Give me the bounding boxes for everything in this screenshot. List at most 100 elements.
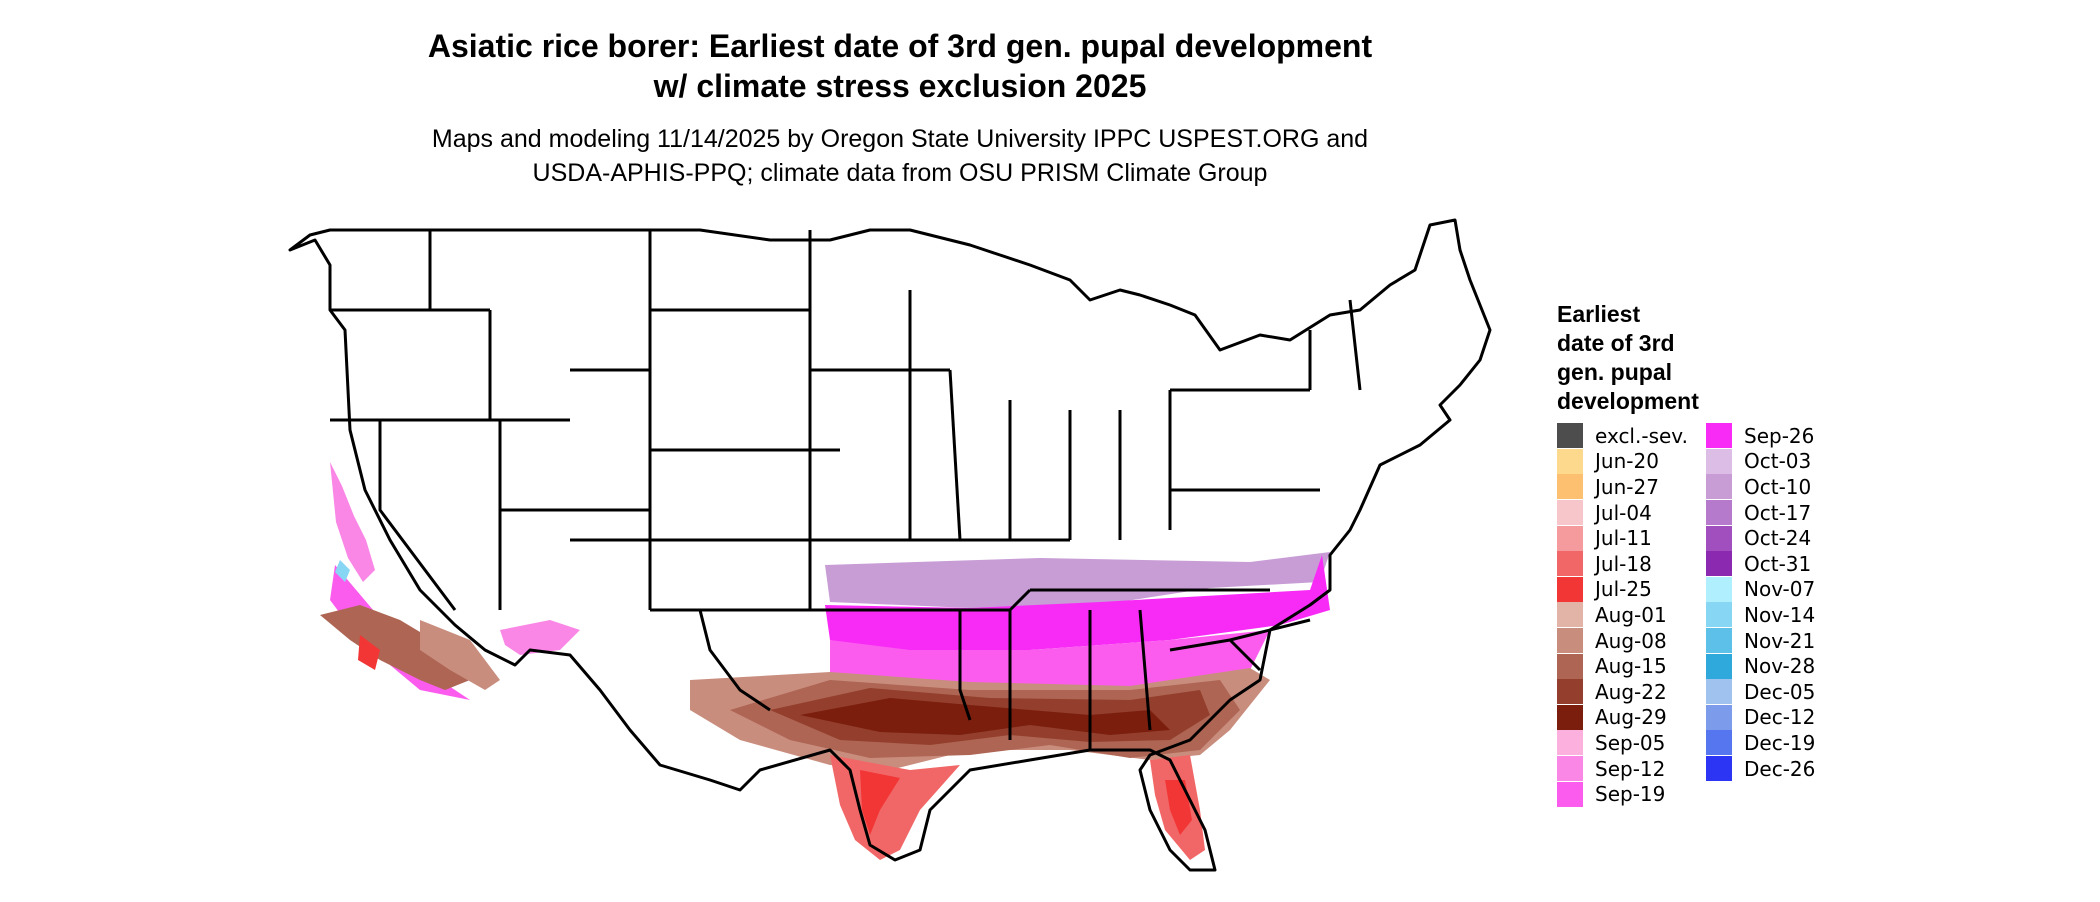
legend-label: Nov-28 xyxy=(1744,654,1816,679)
legend-swatch xyxy=(1706,756,1732,782)
legend-item: Oct-31 xyxy=(1706,551,1815,577)
legend-swatch xyxy=(1706,602,1732,628)
legend-item: Dec-19 xyxy=(1706,730,1815,756)
legend-swatch xyxy=(1706,628,1732,654)
legend-item: Oct-03 xyxy=(1706,448,1815,475)
legend-label: Dec-05 xyxy=(1744,679,1816,704)
legend-label: Sep-05 xyxy=(1595,730,1666,755)
legend-item: Nov-14 xyxy=(1706,602,1815,628)
legend-label: Aug-22 xyxy=(1595,679,1667,704)
map-subtitle-line-2: USDA-APHIS-PPQ; climate data from OSU PR… xyxy=(532,159,1268,187)
legend-item: Jul-18 xyxy=(1557,551,1688,577)
legend-swatch xyxy=(1706,679,1732,705)
legend-label: Aug-01 xyxy=(1595,602,1667,627)
legend-swatch xyxy=(1557,653,1583,679)
legend-swatch xyxy=(1557,730,1583,756)
legend-label: Oct-31 xyxy=(1744,551,1812,576)
zone-southwest-red xyxy=(358,635,380,670)
legend-swatch xyxy=(1557,781,1583,807)
legend-label: Sep-26 xyxy=(1744,423,1815,448)
legend-title-line: gen. pupal xyxy=(1557,359,1672,385)
legend-swatch xyxy=(1557,551,1583,577)
legend-swatch xyxy=(1557,576,1583,602)
development-date-fill xyxy=(320,462,1330,860)
legend-item: excl.-sev. xyxy=(1557,423,1688,449)
legend-item: Oct-17 xyxy=(1706,500,1815,526)
legend-label: Dec-19 xyxy=(1744,730,1816,755)
zone-new-mexico-pink xyxy=(500,620,580,655)
zone-oct-purple xyxy=(825,552,1330,608)
state-boundaries xyxy=(288,218,1492,872)
legend-item: Aug-22 xyxy=(1557,679,1688,705)
legend-swatch xyxy=(1557,704,1583,730)
legend-label: Oct-24 xyxy=(1744,526,1812,551)
legend-swatch xyxy=(1706,474,1732,500)
zone-sep-pink xyxy=(830,630,1270,688)
legend-label: Sep-19 xyxy=(1595,782,1666,807)
legend-item: Sep-26 xyxy=(1706,423,1815,449)
legend-swatch xyxy=(1706,448,1732,474)
legend-item: Sep-12 xyxy=(1557,756,1688,782)
legend-label: Dec-12 xyxy=(1744,705,1816,730)
zone-california-light-blue xyxy=(335,560,350,582)
legend-item: Aug-08 xyxy=(1557,628,1688,654)
legend-item: Sep-05 xyxy=(1557,730,1688,756)
legend-item: Jul-04 xyxy=(1557,500,1688,526)
legend-title-line: Earliest xyxy=(1557,301,1641,327)
legend-label: Aug-08 xyxy=(1595,628,1667,653)
legend-item: Nov-28 xyxy=(1706,653,1815,679)
zone-sep-magenta xyxy=(825,555,1330,650)
legend-label: Jul-18 xyxy=(1595,551,1652,576)
legend-item: Dec-12 xyxy=(1706,704,1816,731)
legend-label: Aug-15 xyxy=(1595,654,1667,679)
legend-item: Jun-27 xyxy=(1557,474,1688,500)
zone-arizona-aug xyxy=(420,620,500,690)
legend-title-line: date of 3rd xyxy=(1557,330,1675,356)
legend-item: Dec-05 xyxy=(1706,679,1815,705)
us-map xyxy=(288,218,1492,872)
legend-label: Aug-29 xyxy=(1595,705,1667,730)
legend-label: Oct-10 xyxy=(1744,474,1812,499)
legend-item: Aug-15 xyxy=(1557,653,1688,679)
zone-texas-coast-red xyxy=(860,770,900,835)
legend-item: Sep-19 xyxy=(1557,781,1688,807)
legend-label: Jun-20 xyxy=(1595,449,1659,474)
legend-swatch xyxy=(1706,730,1732,756)
legend-label: Nov-14 xyxy=(1744,602,1816,627)
us-outline xyxy=(288,218,1492,872)
legend-column-1: excl.-sev. Jun-20 Jun-27 Jul-04 Jul-11 Jul-18… xyxy=(1557,423,1688,807)
legend-column-2: Sep-26 Oct-03 Oct-10 Oct-17 Oct-24 Oct-31 Nov-… xyxy=(1706,423,1816,782)
legend-title: Earliest date of 3rd gen. pupal developm… xyxy=(1557,300,1757,416)
legend-label: Sep-12 xyxy=(1595,756,1666,781)
legend-item: Aug-01 xyxy=(1557,602,1688,628)
legend-item: Oct-10 xyxy=(1706,474,1815,500)
legend-item: Jul-11 xyxy=(1557,525,1688,551)
legend-label: Nov-21 xyxy=(1744,628,1816,653)
legend-swatch xyxy=(1557,423,1583,449)
legend-swatch xyxy=(1557,628,1583,654)
legend-swatch xyxy=(1557,679,1583,705)
map-subtitle-line-1: Maps and modeling 11/14/2025 by Oregon S… xyxy=(431,125,1369,153)
legend-swatch xyxy=(1557,500,1583,526)
legend-label: excl.-sev. xyxy=(1595,423,1688,448)
legend-swatch xyxy=(1706,423,1732,449)
legend-swatch xyxy=(1557,756,1583,782)
legend-label: Jul-11 xyxy=(1595,526,1652,551)
legend-swatch xyxy=(1557,602,1583,628)
legend-item: Nov-07 xyxy=(1706,576,1816,603)
legend-item: Jun-20 xyxy=(1557,448,1688,475)
legend-item: Dec-26 xyxy=(1706,756,1815,782)
legend-item: Oct-24 xyxy=(1706,525,1815,551)
legend-item: Nov-21 xyxy=(1706,628,1815,654)
legend-swatch xyxy=(1706,551,1732,577)
zone-aug-darkest xyxy=(800,698,1170,735)
legend-swatch xyxy=(1706,576,1732,602)
legend-swatch xyxy=(1706,525,1732,551)
legend-item: Jul-25 xyxy=(1557,576,1688,603)
legend-swatch xyxy=(1557,525,1583,551)
legend-swatch xyxy=(1706,704,1732,730)
legend-label: Jul-04 xyxy=(1595,500,1652,525)
map-title-line-2: w/ climate stress exclusion 2025 xyxy=(653,68,1147,104)
legend-label: Nov-07 xyxy=(1744,577,1816,602)
legend-label: Jun-27 xyxy=(1595,474,1659,499)
